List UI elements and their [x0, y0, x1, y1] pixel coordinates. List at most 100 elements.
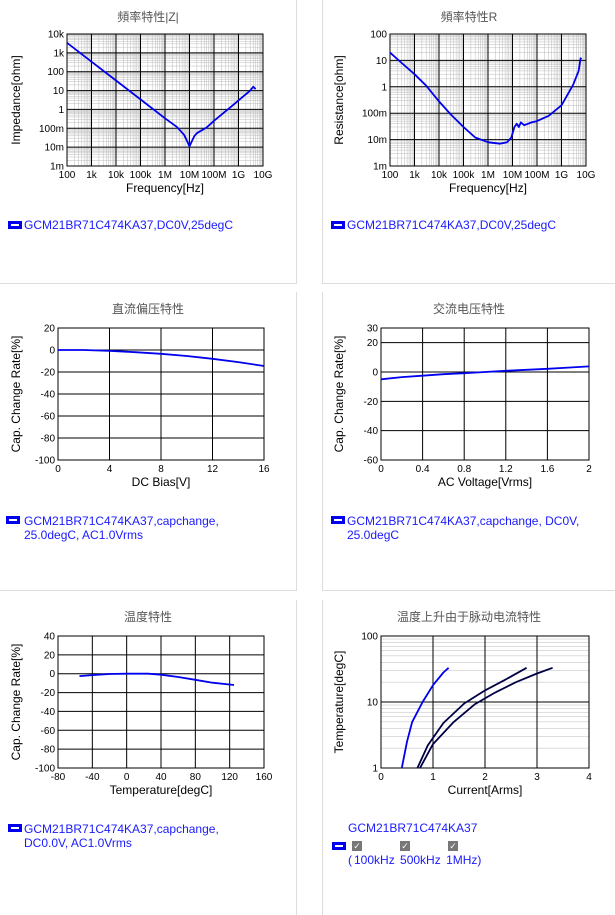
- y-tick-label: 30: [367, 324, 379, 335]
- y-tick-label: -60: [41, 726, 56, 737]
- freq-label-100khz: 100kHz: [354, 853, 395, 867]
- y-tick-label: -40: [41, 390, 56, 401]
- y-tick-label: 20: [367, 338, 379, 349]
- impedance-legend-text: GCM21BR71C474KA37,DC0V,25degC: [24, 218, 234, 232]
- series-line-1mhz: [419, 666, 553, 768]
- x-axis-label: Frequency[Hz]: [126, 181, 204, 195]
- temperature-legend[interactable]: GCM21BR71C474KA37,capchange, DC0.0V, AC1…: [8, 822, 219, 850]
- y-tick-label: -40: [364, 426, 379, 437]
- series-line-temperature: [79, 672, 235, 686]
- major-grid: [380, 327, 590, 461]
- x-axis-label: Temperature[degC]: [110, 783, 213, 797]
- checkbox-500khz[interactable]: ✓: [400, 841, 410, 851]
- impedance-title: 頻率特性|Z|: [117, 10, 179, 24]
- y-tick-label: 1: [372, 764, 378, 775]
- freq-label-500khz: 500kHz: [400, 853, 441, 867]
- plot-frame: [57, 635, 265, 769]
- y-tick-label: 100: [47, 67, 64, 78]
- x-tick-label: 1M: [481, 170, 495, 181]
- plot-frame: [380, 327, 590, 461]
- temperature-chart: -80 -40 0 40 80 120 160-100-80-60-40-2002040Te…: [9, 632, 273, 798]
- major-grid: [57, 635, 265, 769]
- x-tick-label: 2: [586, 464, 592, 475]
- freq-open-paren: (: [348, 853, 352, 867]
- series-line-100khz: [400, 667, 450, 768]
- x-tick-label: 1.6: [540, 464, 554, 475]
- y-tick-label: -100: [35, 456, 55, 467]
- y-tick-label: 10: [53, 86, 65, 97]
- series-line-acvoltage: [381, 365, 589, 381]
- x-tick-label: 80: [190, 772, 202, 783]
- acvoltage-title: 交流电压特性: [432, 302, 505, 316]
- resistance-legend[interactable]: GCM21BR71C474KA37,DC0V,25degC: [331, 218, 556, 232]
- x-tick-label: 10k: [108, 170, 125, 181]
- acvoltage-legend-line2: 25.0degC: [347, 528, 400, 542]
- acvoltage-legend[interactable]: GCM21BR71C474KA37,capchange, DC0V, 25.0d…: [331, 514, 579, 542]
- temperature-panel: 温度特性 -80 -40 0 40 80 120 160 -100 -80 -60 -40 -20 0 2…: [0, 600, 297, 915]
- dcbias-legend-line1: GCM21BR71C474KA37,capchange,: [24, 514, 219, 528]
- plot-frame: [380, 635, 590, 769]
- x-tick-label: 12: [207, 464, 219, 475]
- impedance-chart: 100 1k 10k 100k 1M 10M 100M 1G 10G 1m 10m 100m 1 10 10…: [9, 30, 273, 196]
- x-tick-label: 1k: [409, 170, 421, 181]
- x-tick-label: 4: [107, 464, 113, 475]
- y-tick-label: 100: [370, 30, 387, 41]
- x-tick-label: 100k: [453, 170, 476, 181]
- x-tick-label: 10G: [254, 170, 273, 181]
- series-swatch-icon: [331, 516, 345, 524]
- impedance-panel: 頻率特性|Z| 100 1k 10k 100k 1M 10M 100M 1G 10G 1m 10m 1…: [0, 0, 297, 284]
- x-tick-label: 10M: [503, 170, 522, 181]
- y-tick-label: 1: [58, 105, 64, 116]
- temperature-title: 温度特性: [123, 610, 172, 624]
- y-tick-label: 10k: [48, 30, 65, 41]
- x-tick-label: 1G: [555, 170, 569, 181]
- dcbias-legend-line2-row: 25.0degC, AC1.0Vrms: [6, 516, 219, 542]
- y-tick-label: -80: [41, 745, 56, 756]
- checkbox-1mhz[interactable]: ✓: [448, 841, 458, 851]
- series-swatch-icon: [8, 220, 22, 229]
- y-tick-label: 10: [376, 56, 388, 67]
- y-axis-label: Resistance[ohm]: [332, 55, 346, 144]
- plot-frame: [66, 33, 264, 167]
- ripple-chart: 0 1 2 3 4110100Current[Arms]Temperature[degC…: [332, 632, 592, 798]
- series-swatch-icon: [8, 824, 22, 832]
- y-tick-label: 20: [44, 324, 56, 335]
- x-tick-label: 120: [221, 772, 238, 783]
- ripple-title: 温度上升由于脉动电流特性: [396, 610, 541, 624]
- y-tick-label: -20: [41, 368, 56, 379]
- acvoltage-chart: 0 0.4 0.8 1.2 1.6 2 -60 -40 -20 0 20 30 AC Voltage[V…: [332, 324, 592, 490]
- y-tick-label: 100: [361, 632, 378, 643]
- x-axis-label: DC Bias[V]: [132, 475, 191, 489]
- y-axis-label: Cap. Change Rate[%]: [9, 336, 23, 453]
- y-tick-label: -20: [364, 397, 379, 408]
- x-tick-label: 8: [158, 464, 164, 475]
- x-tick-label: 40: [155, 772, 167, 783]
- y-tick-label: 1m: [373, 162, 387, 173]
- x-tick-label: -80: [51, 772, 66, 783]
- y-tick-label: 100m: [39, 124, 64, 135]
- y-tick-label: 20: [44, 650, 56, 661]
- series-swatch-icon: [6, 516, 20, 524]
- x-tick-label: 0: [378, 772, 384, 783]
- dcbias-panel: 直流偏压特性 0 4 8 12 16 -100 -80 -60 -40 -20 0 20 DC Bias…: [0, 292, 297, 591]
- y-tick-label: 0: [49, 346, 55, 357]
- x-tick-label: 10G: [577, 170, 596, 181]
- y-axis-label: Cap. Change Rate[%]: [9, 644, 23, 761]
- y-tick-label: 40: [44, 632, 56, 643]
- resistance-chart: 100 1k 10k 100k 1M 10M 100M 1G 10G 1m 10m 100m 1 10 10…: [332, 30, 596, 196]
- dcbias-chart: 0 4 8 12 16 -100 -80 -60 -40 -20 0 20 DC Bias[V] Cap.…: [9, 324, 270, 490]
- impedance-legend[interactable]: GCM21BR71C474KA37,DC0V,25degC: [8, 218, 233, 232]
- y-tick-label: -60: [41, 412, 56, 423]
- ripple-legend[interactable]: [332, 839, 348, 853]
- x-axis-label: Current[Arms]: [448, 783, 523, 797]
- acvoltage-legend-line1: GCM21BR71C474KA37,capchange, DC0V,: [347, 514, 580, 528]
- freq-label-1mhz: 1MHz): [446, 853, 482, 867]
- dcbias-legend[interactable]: GCM21BR71C474KA37,capchange, 25.0degC, A…: [6, 514, 219, 542]
- ripple-legend-title: GCM21BR71C474KA37: [348, 821, 478, 835]
- x-tick-label: 100M: [201, 170, 226, 181]
- checkbox-100khz[interactable]: ✓: [352, 841, 362, 851]
- x-tick-label: 10k: [431, 170, 448, 181]
- ripple-panel: 温度上升由于脉动电流特性 0 1 2 3 4 1 10 100 Current[Arms] Tem…: [322, 600, 615, 915]
- x-tick-label: 100k: [130, 170, 153, 181]
- x-tick-label: 1: [430, 772, 436, 783]
